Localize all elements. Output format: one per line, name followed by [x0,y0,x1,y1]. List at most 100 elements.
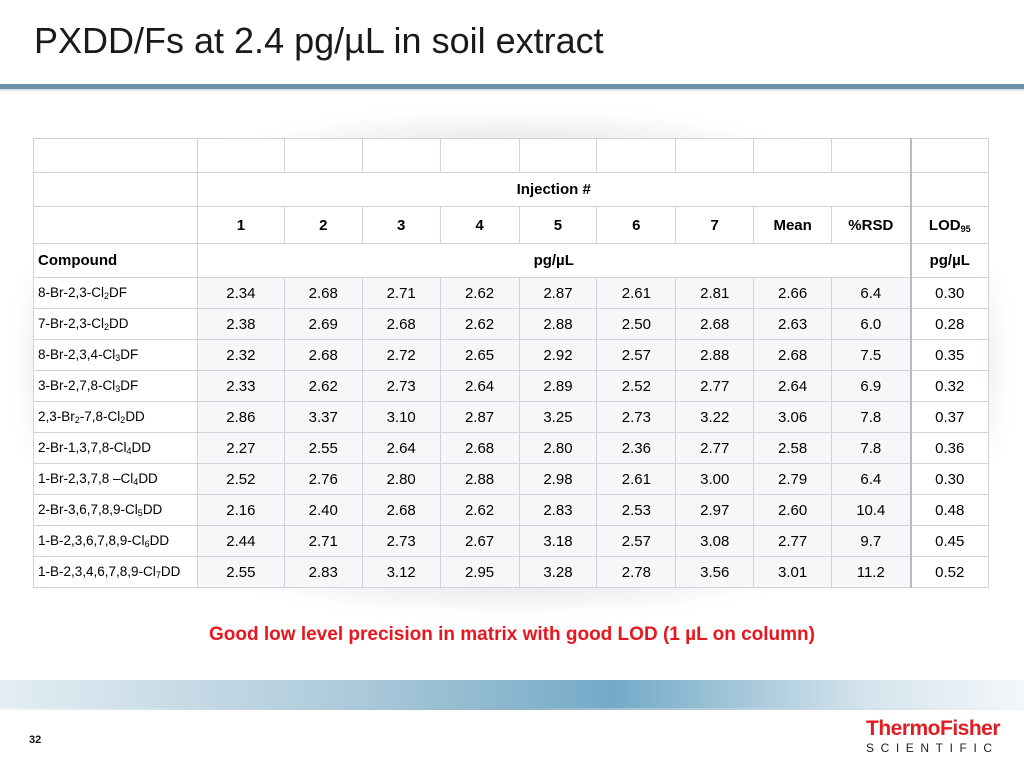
value-cell: 11.2 [831,556,911,588]
title-divider [0,84,1024,89]
compound-name: 3-Br-2,7,8-Cl3DF [33,370,198,402]
compound-text: 1-Br-2,3,7,8 –Cl [38,471,134,486]
slide-caption: Good low level precision in matrix with … [209,624,815,645]
value-cell: 2.58 [753,432,833,464]
column-header-3: 4 [439,206,520,244]
value-cell: 9.7 [831,525,911,557]
footer-band-line [0,708,1024,710]
unit-header: pg/µL [196,243,912,278]
compound-text: 7-Br-2,3-Cl [38,316,105,331]
value-cell: 6.4 [831,463,911,495]
column-header-4: 5 [518,206,598,244]
value-cell: 2.95 [439,556,520,588]
compound-text: DF [120,347,139,362]
value-cell: 10.4 [831,494,911,526]
compound-subscript: 7 [155,570,161,580]
value-cell: 2.72 [361,339,441,371]
value-cell: 2.62 [283,370,363,402]
lod-label: LOD [928,216,961,234]
value-cell: 2.97 [675,494,755,526]
compound-subscript: 5 [137,508,143,518]
lod-cell: 0.30 [909,463,989,495]
lod-unit-header: pg/µL [909,243,989,278]
table-row: 1-B-2,3,4,6,7,8,9-Cl7DD 2.55 2.83 3.12 2.95 3… [33,556,989,588]
compound-text: DD [125,409,145,424]
value-cell: 2.57 [596,525,677,557]
lod-cell: 0.28 [909,308,989,340]
value-cell: 2.63 [753,308,833,340]
compound-name: 2,3-Br2-7,8-Cl2DD [33,401,198,433]
value-cell: 2.80 [361,463,441,495]
value-cell: 7.5 [831,339,911,371]
compound-subscript: 2 [104,291,110,301]
lod-cell: 0.37 [909,401,989,433]
compound-text: DF [109,285,128,300]
column-header-5: 6 [596,206,677,244]
compound-name: 1-B-2,3,6,7,8,9-Cl6DD [33,525,198,557]
value-cell: 2.55 [196,556,285,588]
value-cell: 2.61 [596,277,677,309]
value-cell: 3.18 [518,525,598,557]
value-cell: 2.27 [196,432,285,464]
value-cell: 2.80 [518,432,598,464]
value-cell: 2.66 [753,277,833,309]
value-cell: 2.60 [753,494,833,526]
lod-cell: 0.45 [909,525,989,557]
slide-title: PXDD/Fs at 2.4 pg/µL in soil extract [34,20,604,61]
value-cell: 2.73 [361,525,441,557]
footer-band [0,680,1024,708]
column-header-8: %RSD [831,206,911,244]
column-header-0: 1 [196,206,285,244]
value-cell: 2.78 [596,556,677,588]
compound-name: 8-Br-2,3,4-Cl3DF [33,339,198,371]
lod-subscript: 95 [960,223,971,234]
value-cell: 3.01 [753,556,833,588]
table-row: 3-Br-2,7,8-Cl3DF 2.33 2.62 2.73 2.64 2.89 2.52… [33,370,989,402]
lod-cell: 0.30 [909,277,989,309]
value-cell: 2.73 [596,401,677,433]
value-cell: 2.53 [596,494,677,526]
value-cell: 2.62 [439,494,520,526]
compound-text: 2-Br-3,6,7,8,9-Cl [38,502,138,517]
value-cell: 6.9 [831,370,911,402]
value-cell: 2.71 [361,277,441,309]
compound-subscript: 4 [126,446,132,456]
value-cell: 2.68 [439,432,520,464]
compound-text: 8-Br-2,3,4-Cl [38,347,116,362]
value-cell: 3.56 [675,556,755,588]
value-cell: 3.22 [675,401,755,433]
value-cell: 3.08 [675,525,755,557]
compound-text: DD [109,316,129,331]
value-cell: 2.88 [675,339,755,371]
value-cell: 3.10 [361,401,441,433]
value-cell: 2.64 [361,432,441,464]
table-column-header-row: 1 2 3 4 5 6 7 Mean %RSD LOD95 [33,206,989,244]
compound-text: DF [120,378,139,393]
lod-cell: 0.48 [909,494,989,526]
value-cell: 6.4 [831,277,911,309]
compound-text: DD [142,502,163,517]
logo-subtitle: SCIENTIFIC [866,741,999,755]
value-cell: 2.50 [596,308,677,340]
value-cell: 2.34 [196,277,285,309]
compound-name: 1-Br-2,3,7,8 –Cl4DD [33,463,198,495]
value-cell: 2.62 [439,277,520,309]
table-row: 2-Br-1,3,7,8-Cl4DD 2.27 2.55 2.64 2.68 2.80 2.… [33,432,989,464]
table-group-header-row: Injection # [33,172,989,207]
table-row: 2,3-Br2-7,8-Cl2DD 2.86 3.37 3.10 2.87 3.25 2.7… [33,401,989,433]
value-cell: 3.28 [518,556,598,588]
value-cell: 2.40 [283,494,363,526]
value-cell: 2.61 [596,463,677,495]
value-cell: 2.76 [283,463,363,495]
table-row: 8-Br-2,3,4-Cl3DF 2.32 2.68 2.72 2.65 2.92 2.57… [33,339,989,371]
lod-cell: 0.36 [909,432,989,464]
value-cell: 2.36 [596,432,677,464]
lod-cell: 0.32 [909,370,989,402]
value-cell: 2.68 [361,494,441,526]
compound-name: 8-Br-2,3-Cl2DF [33,277,198,309]
column-header-6: 7 [675,206,755,244]
compound-text: DD [131,440,152,455]
value-cell: 2.55 [283,432,363,464]
compound-text: -7,8-Cl [79,409,121,424]
lod-column-header: LOD95 [909,206,989,244]
